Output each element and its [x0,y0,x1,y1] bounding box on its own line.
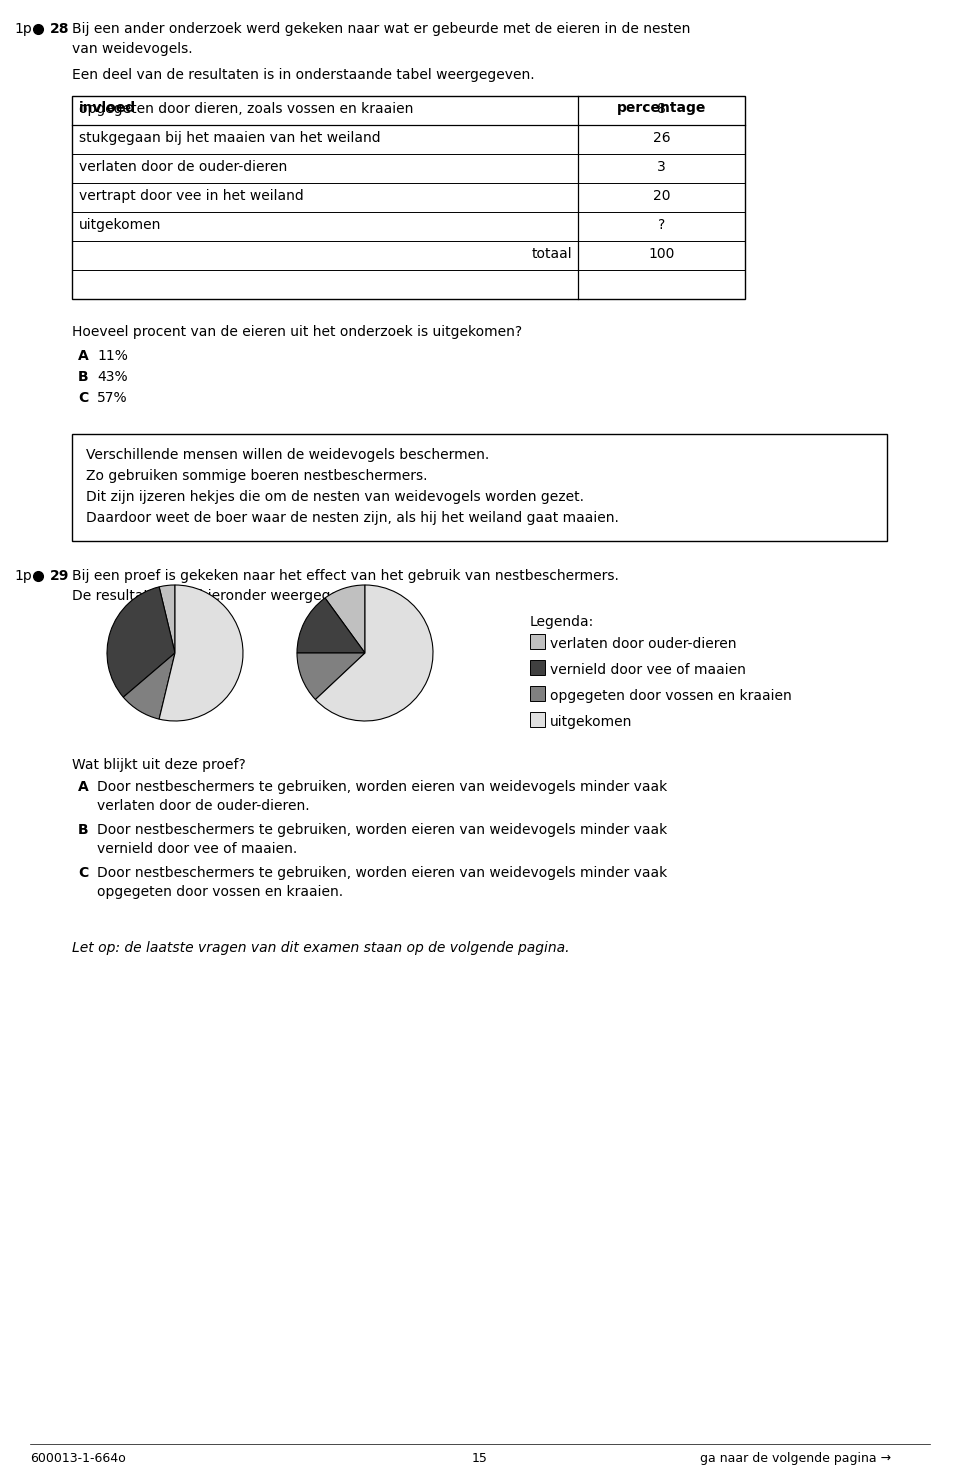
Wedge shape [297,653,365,700]
Text: Wat blijkt uit deze proef?: Wat blijkt uit deze proef? [72,758,246,773]
Text: B: B [78,370,88,383]
Wedge shape [107,588,175,697]
Text: stukgegaan bij het maaien van het weiland: stukgegaan bij het maaien van het weilan… [79,132,380,145]
Text: Bij een proef is gekeken naar het effect van het gebruik van nestbeschermers.: Bij een proef is gekeken naar het effect… [72,568,619,583]
Wedge shape [159,585,175,653]
Text: 3: 3 [658,160,666,175]
Wedge shape [159,585,243,721]
Text: 20: 20 [653,189,670,203]
Text: 15: 15 [472,1452,488,1465]
Text: Door nestbeschermers te gebruiken, worden eieren van weidevogels minder vaak: Door nestbeschermers te gebruiken, worde… [97,866,667,881]
Bar [530,660,545,675]
Text: ga naar de volgende pagina →: ga naar de volgende pagina → [700,1452,891,1465]
Text: 26: 26 [653,132,670,145]
Text: totaal: totaal [532,247,572,260]
Text: 100: 100 [648,247,675,260]
Text: 57%: 57% [97,391,128,406]
Wedge shape [123,653,175,719]
Text: Legenda:: Legenda: [530,616,594,629]
Text: verlaten door de ouder-dieren: verlaten door de ouder-dieren [79,160,287,175]
Text: verlaten door ouder-dieren: verlaten door ouder-dieren [550,636,736,651]
Text: invloed: invloed [79,101,136,115]
Text: C: C [78,391,88,406]
Text: opgegeten door dieren, zoals vossen en kraaien: opgegeten door dieren, zoals vossen en k… [79,102,414,115]
Text: nesten: nesten [342,632,389,645]
Text: uitgekomen: uitgekomen [79,218,161,232]
Text: B: B [78,823,88,838]
Text: Bij een ander onderzoek werd gekeken naar wat er gebeurde met de eieren in de ne: Bij een ander onderzoek werd gekeken naa… [72,22,690,36]
Text: nesten: nesten [152,632,199,645]
Text: 600013-1-664o: 600013-1-664o [30,1452,126,1465]
Text: A: A [78,780,88,793]
Wedge shape [297,598,365,653]
Text: 11%: 11% [97,349,128,363]
Text: Verschillende mensen willen de weidevogels beschermen.: Verschillende mensen willen de weidevoge… [86,448,490,462]
Wedge shape [316,585,433,721]
Bar [530,633,545,650]
Text: Door nestbeschermers te gebruiken, worden eieren van weidevogels minder vaak: Door nestbeschermers te gebruiken, worde… [97,780,667,793]
Bar [530,687,545,702]
Text: De resultaten zijn hieronder weergegeven.: De resultaten zijn hieronder weergegeven… [72,589,369,602]
Text: Een deel van de resultaten is in onderstaande tabel weergegeven.: Een deel van de resultaten is in onderst… [72,68,535,81]
Text: 43%: 43% [97,370,128,383]
Text: onbeschermde: onbeschermde [124,616,227,629]
Text: 28: 28 [50,22,69,36]
Bar [72,96,745,299]
Text: Dit zijn ijzeren hekjes die om de nesten van weidevogels worden gezet.: Dit zijn ijzeren hekjes die om de nesten… [86,490,584,505]
Text: uitgekomen: uitgekomen [550,715,633,730]
Text: van weidevogels.: van weidevogels. [72,41,193,56]
Text: Daardoor weet de boer waar de nesten zijn, als hij het weiland gaat maaien.: Daardoor weet de boer waar de nesten zij… [86,511,619,525]
Text: vernield door vee of maaien: vernield door vee of maaien [550,663,746,676]
Text: C: C [78,866,88,881]
Text: verlaten door de ouder-dieren.: verlaten door de ouder-dieren. [97,799,310,813]
Text: 1p: 1p [14,568,32,583]
Text: Zo gebruiken sommige boeren nestbeschermers.: Zo gebruiken sommige boeren nestbescherm… [86,469,427,482]
Text: opgegeten door vossen en kraaien.: opgegeten door vossen en kraaien. [97,885,343,898]
Text: beschermde: beschermde [323,616,408,629]
Text: percentage: percentage [617,101,707,115]
Text: vertrapt door vee in het weiland: vertrapt door vee in het weiland [79,189,303,203]
Text: 1p: 1p [14,22,32,36]
Bar [530,712,545,727]
Text: A: A [78,349,88,363]
Text: vernield door vee of maaien.: vernield door vee of maaien. [97,842,298,855]
Text: Door nestbeschermers te gebruiken, worden eieren van weidevogels minder vaak: Door nestbeschermers te gebruiken, worde… [97,823,667,838]
Text: Hoeveel procent van de eieren uit het onderzoek is uitgekomen?: Hoeveel procent van de eieren uit het on… [72,326,522,339]
Text: 29: 29 [50,568,69,583]
Text: opgegeten door vossen en kraaien: opgegeten door vossen en kraaien [550,690,792,703]
Wedge shape [325,585,365,653]
Text: ?: ? [658,218,665,232]
Text: Let op: de laatste vragen van dit examen staan op de volgende pagina.: Let op: de laatste vragen van dit examen… [72,941,569,955]
Bar [72,434,887,542]
Text: 8: 8 [657,102,666,115]
